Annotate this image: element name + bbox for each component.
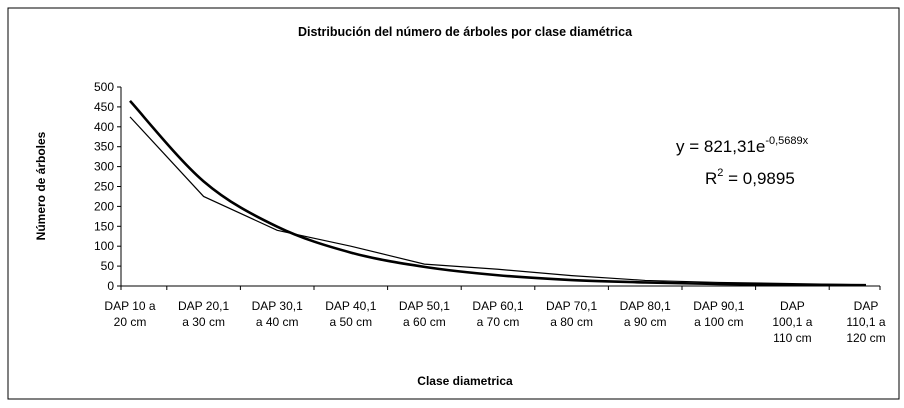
annotation: y = 821,31e-0,5689x xyxy=(676,135,809,156)
x-tick-label: DAP 100,1 a 110 cm xyxy=(772,299,812,345)
y-tick-label: 450 xyxy=(94,100,114,114)
y-axis-label: Número de árboles xyxy=(34,131,48,240)
x-tick-label: DAP 50,1 a 60 cm xyxy=(399,299,450,329)
y-tick-label: 0 xyxy=(107,279,114,293)
x-tick-label: DAP 90,1 a 100 cm xyxy=(693,299,744,329)
annotation: R2 = 0,9895 xyxy=(705,167,795,188)
y-tick-label: 150 xyxy=(94,219,114,233)
annotation-part: = 0,9895 xyxy=(723,169,794,188)
x-tick-label: DAP 80,1 a 90 cm xyxy=(620,299,671,329)
y-tick-label: 400 xyxy=(94,120,114,134)
y-tick-label: 500 xyxy=(94,80,114,94)
annotation-part: -0,5689x xyxy=(765,135,808,147)
y-tick-label: 200 xyxy=(94,199,114,213)
x-tick-label: DAP 60,1 a 70 cm xyxy=(472,299,523,329)
chart-border xyxy=(7,7,900,400)
x-tick-label: DAP 30,1 a 40 cm xyxy=(252,299,303,329)
y-tick-label: 350 xyxy=(94,140,114,154)
y-tick-label: 100 xyxy=(94,239,114,253)
x-tick-label: DAP 70,1 a 80 cm xyxy=(546,299,597,329)
chart-title: Distribución del número de árboles por c… xyxy=(298,25,633,39)
x-tick-label: DAP 20,1 a 30 cm xyxy=(178,299,229,329)
annotation-part: R xyxy=(705,169,717,188)
x-axis-label: Clase diametrica xyxy=(417,374,513,388)
x-tick-label: DAP 40,1 a 50 cm xyxy=(325,299,376,329)
y-tick-label: 300 xyxy=(94,160,114,174)
y-tick-label: 250 xyxy=(94,180,114,194)
annotation-part: 2 xyxy=(717,167,723,179)
y-tick-label: 50 xyxy=(101,259,115,273)
data-line xyxy=(129,116,867,286)
x-tick-label: DAP 110,1 a 120 cm xyxy=(846,299,886,345)
x-tick-label: DAP 10 a 20 cm xyxy=(104,299,155,329)
trend-line xyxy=(129,100,867,287)
annotation-part: y = 821,31e xyxy=(676,137,765,156)
